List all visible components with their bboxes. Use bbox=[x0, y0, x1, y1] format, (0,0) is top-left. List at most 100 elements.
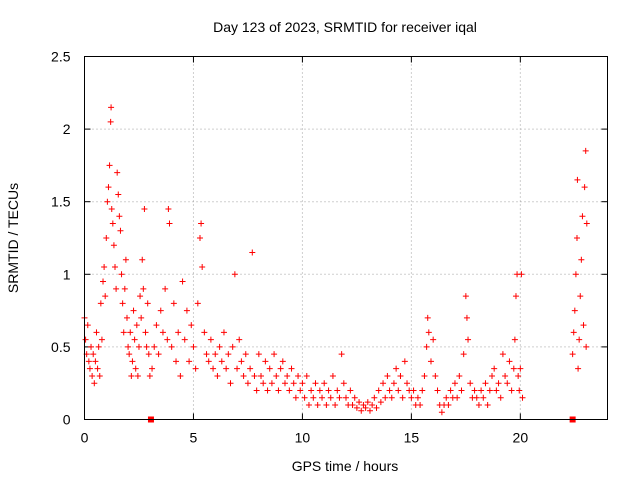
data-point bbox=[173, 358, 180, 365]
data-point bbox=[140, 285, 147, 292]
data-point bbox=[190, 343, 197, 350]
data-point bbox=[454, 394, 461, 401]
data-point bbox=[142, 329, 149, 336]
data-point bbox=[115, 191, 122, 198]
data-point bbox=[478, 387, 485, 394]
data-point bbox=[308, 387, 315, 394]
data-point bbox=[216, 343, 223, 350]
data-point bbox=[358, 407, 365, 414]
data-point bbox=[212, 351, 219, 358]
y-tick-label: 0.5 bbox=[51, 339, 71, 355]
data-point bbox=[510, 365, 517, 372]
data-point bbox=[288, 365, 295, 372]
data-point bbox=[266, 365, 273, 372]
data-point bbox=[84, 322, 91, 329]
data-point bbox=[517, 365, 524, 372]
data-point bbox=[188, 322, 195, 329]
data-point bbox=[447, 387, 454, 394]
data-point bbox=[107, 118, 114, 125]
data-point bbox=[486, 387, 493, 394]
data-point bbox=[421, 372, 428, 379]
data-point bbox=[574, 176, 581, 183]
x-tick-label: 0 bbox=[81, 430, 89, 446]
data-point bbox=[120, 329, 127, 336]
data-point bbox=[395, 387, 402, 394]
data-point bbox=[214, 372, 221, 379]
data-point bbox=[451, 380, 458, 387]
data-point bbox=[305, 401, 312, 408]
data-point bbox=[375, 387, 382, 394]
data-point bbox=[502, 372, 509, 379]
data-point bbox=[438, 409, 445, 416]
data-point bbox=[183, 307, 190, 314]
data-point bbox=[100, 278, 107, 285]
data-point bbox=[475, 401, 482, 408]
data-point bbox=[126, 351, 133, 358]
data-point bbox=[377, 399, 384, 406]
data-point bbox=[321, 380, 328, 387]
data-point bbox=[218, 358, 225, 365]
y-tick-label: 2.5 bbox=[51, 49, 71, 65]
data-point bbox=[301, 394, 308, 401]
data-point bbox=[177, 372, 184, 379]
data-point bbox=[279, 358, 286, 365]
y-tick-label: 0 bbox=[63, 412, 71, 428]
x-tick-label: 10 bbox=[295, 430, 311, 446]
data-point bbox=[134, 372, 141, 379]
data-point bbox=[170, 300, 177, 307]
data-point bbox=[569, 351, 576, 358]
data-point bbox=[141, 205, 148, 212]
data-point bbox=[127, 329, 134, 336]
data-point bbox=[576, 336, 583, 343]
data-point bbox=[460, 351, 467, 358]
data-point bbox=[116, 213, 123, 220]
data-point bbox=[149, 365, 156, 372]
data-point bbox=[105, 184, 112, 191]
data-point bbox=[414, 394, 421, 401]
data-point bbox=[199, 264, 206, 271]
data-point bbox=[108, 205, 115, 212]
data-point bbox=[384, 372, 391, 379]
data-point bbox=[102, 293, 109, 300]
data-point bbox=[255, 351, 262, 358]
data-point bbox=[91, 380, 98, 387]
data-point bbox=[186, 358, 193, 365]
data-point bbox=[353, 404, 360, 411]
data-point bbox=[463, 314, 470, 321]
data-point bbox=[310, 394, 317, 401]
data-point bbox=[473, 394, 480, 401]
data-point bbox=[273, 372, 280, 379]
data-point bbox=[201, 329, 208, 336]
data-point bbox=[240, 372, 247, 379]
data-point bbox=[410, 387, 417, 394]
data-point bbox=[114, 169, 121, 176]
data-point bbox=[244, 380, 251, 387]
data-point bbox=[123, 314, 130, 321]
y-tick-label: 1 bbox=[63, 266, 71, 282]
tick-labels: 0 5 10 15 20 0 0.5 1 1.5 2 2.5 bbox=[51, 49, 528, 446]
data-point bbox=[583, 343, 590, 350]
data-point bbox=[198, 220, 205, 227]
data-point bbox=[166, 220, 173, 227]
data-point bbox=[128, 372, 135, 379]
data-point bbox=[103, 235, 110, 241]
data-point bbox=[582, 147, 589, 154]
data-point bbox=[443, 394, 450, 401]
data-point bbox=[462, 293, 469, 300]
data-point bbox=[231, 271, 238, 278]
chart-title: Day 123 of 2023, SRMTID for receiver iqa… bbox=[213, 19, 477, 35]
data-point bbox=[579, 213, 586, 220]
data-point bbox=[390, 380, 397, 387]
data-point bbox=[132, 365, 139, 372]
data-point bbox=[456, 372, 463, 379]
data-point bbox=[220, 329, 227, 336]
data-point bbox=[145, 351, 152, 358]
data-point bbox=[210, 365, 217, 372]
data-point bbox=[131, 336, 138, 343]
data-point bbox=[325, 387, 332, 394]
data-point bbox=[118, 271, 125, 278]
data-point bbox=[143, 343, 150, 350]
data-point bbox=[458, 387, 465, 394]
